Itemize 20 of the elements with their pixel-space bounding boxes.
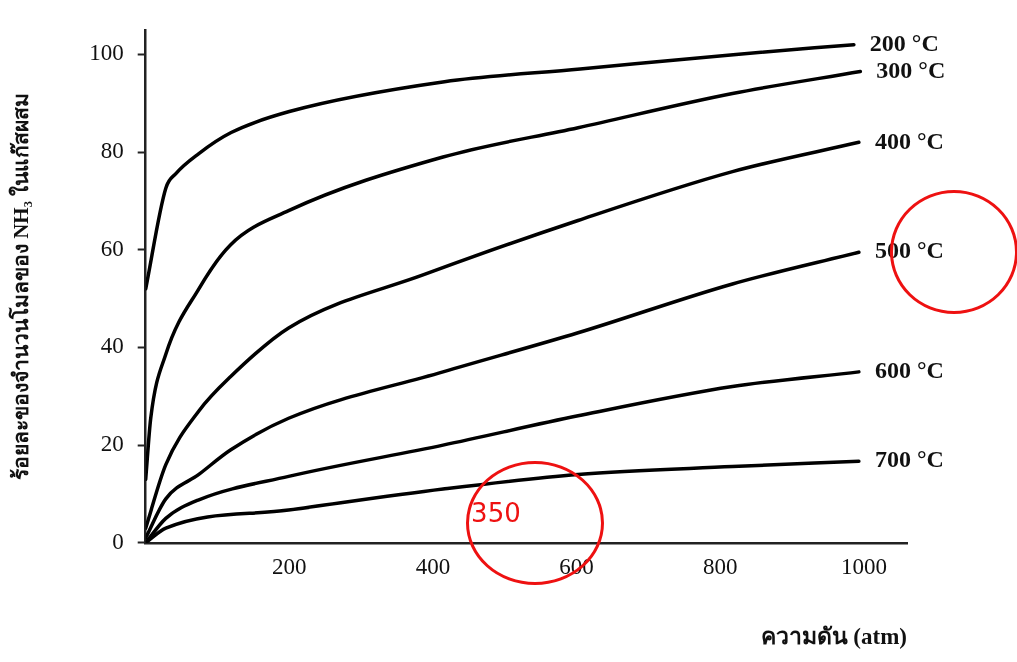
x-tick-label: 800	[703, 553, 738, 579]
series-label: 700 °C	[874, 446, 944, 473]
y-tick-label: 80	[100, 138, 124, 164]
y-tick-label: 0	[112, 528, 124, 554]
line-series	[145, 69, 863, 482]
y-tick-label: 100	[89, 40, 124, 66]
x-tick-label: 200	[272, 553, 307, 579]
x-tick-label: 400	[415, 553, 451, 579]
y-tick-label: 20	[100, 431, 124, 457]
x-tick-label: 1000	[840, 553, 887, 579]
series-label: 200 °C	[869, 29, 939, 56]
y-tick-label: 60	[100, 235, 124, 261]
y-axis-title: ร้อยละของจำนวนโมลของ NH₃ ในแก๊สผสม	[8, 92, 34, 481]
series-label: 600 °C	[874, 357, 944, 384]
series-label: 300 °C	[876, 56, 946, 83]
series-label: 400 °C	[874, 127, 944, 154]
y-tick-label: 40	[100, 333, 124, 359]
line-series	[145, 42, 856, 291]
x-axis-title: ความดัน (atm)	[760, 624, 907, 650]
annotation: 350	[471, 497, 521, 528]
